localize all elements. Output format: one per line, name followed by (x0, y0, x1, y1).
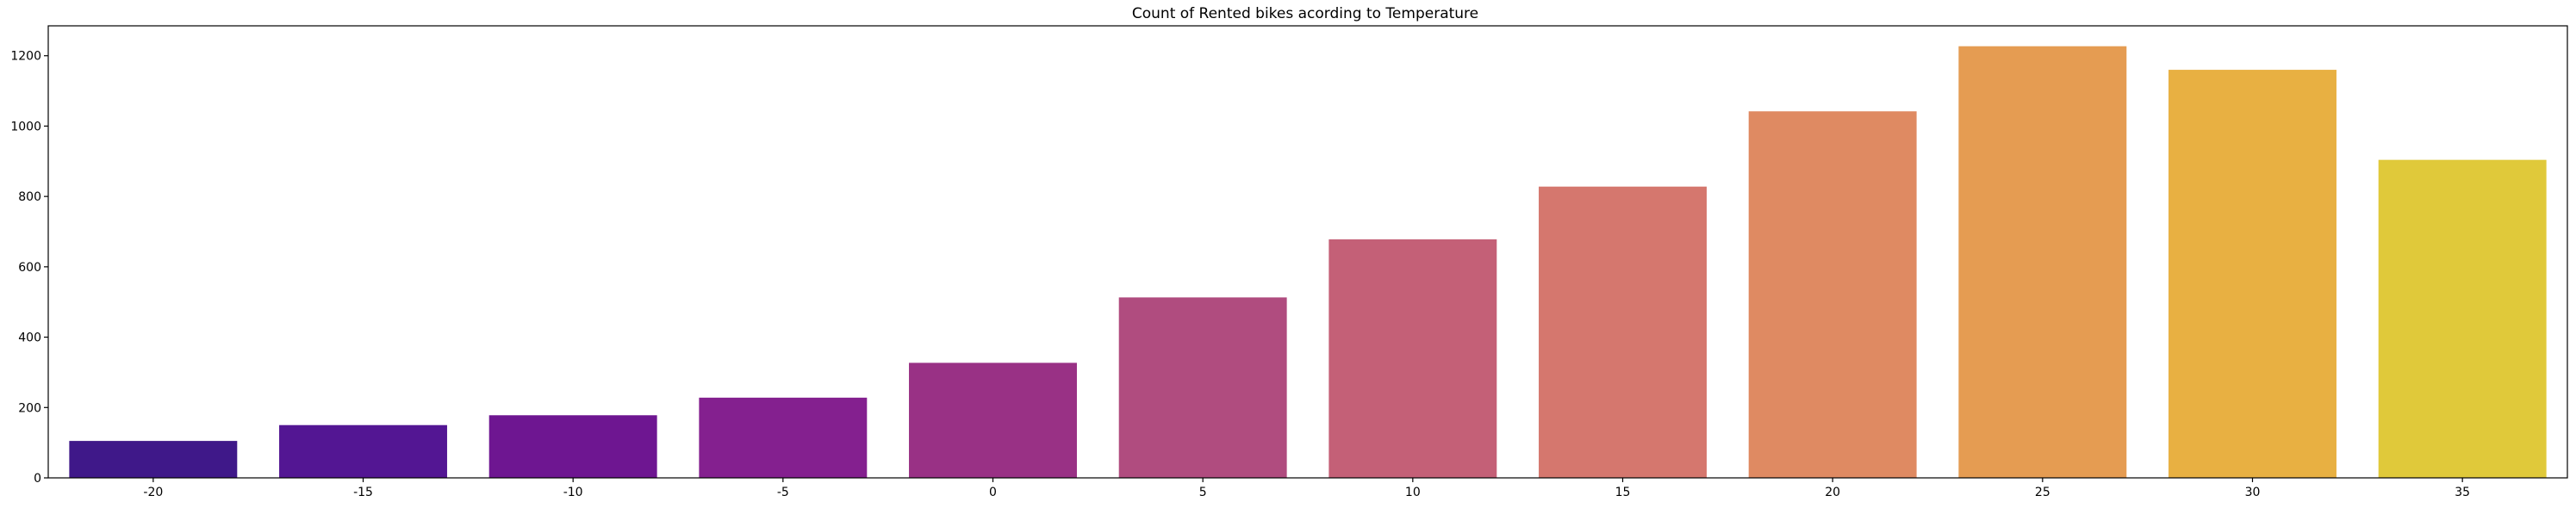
bar-20 (1748, 111, 1917, 478)
x-tick-label: 5 (1199, 486, 1207, 499)
plot-frame (47, 25, 2568, 479)
bar-0 (909, 362, 1077, 478)
y-axis: 0 200 400 600 800 1000 1200 (10, 50, 48, 486)
y-tick-label: 0 (34, 472, 41, 486)
x-tick-label: 0 (989, 486, 997, 499)
x-tick-label: 15 (1615, 486, 1631, 499)
x-tick-label: 20 (1825, 486, 1840, 499)
x-tick-label: 35 (2455, 486, 2470, 499)
x-tick-label: -15 (353, 486, 373, 499)
x-tick-label: -10 (563, 486, 583, 499)
bars-group (69, 46, 2547, 478)
bar--15 (279, 424, 447, 478)
y-tick-label: 1000 (10, 120, 41, 133)
y-tick-label: 200 (18, 401, 41, 415)
y-tick-label: 600 (18, 261, 41, 275)
x-tick-label: 30 (2245, 486, 2261, 499)
chart-title: Count of Rented bikes acording to Temper… (1132, 5, 1478, 22)
x-tick-label: 10 (1405, 486, 1421, 499)
y-tick-label: 800 (18, 190, 41, 204)
bar-35 (2378, 159, 2547, 478)
x-tick-label: -20 (143, 486, 163, 499)
bar-5 (1118, 297, 1287, 478)
x-tick-label: -5 (777, 486, 789, 499)
x-axis: -20 -15 -10 -5 0 5 10 15 20 25 30 35 (143, 478, 2470, 499)
bar-15 (1539, 186, 1707, 478)
y-tick-label: 1200 (10, 50, 41, 64)
bar--10 (488, 415, 657, 478)
y-tick-label: 400 (18, 331, 41, 345)
bar--20 (69, 441, 238, 478)
bar-30 (2168, 70, 2336, 478)
bar-25 (1958, 46, 2127, 478)
x-tick-label: 25 (2035, 486, 2050, 499)
bar-10 (1328, 239, 1497, 478)
bar--5 (699, 397, 868, 478)
